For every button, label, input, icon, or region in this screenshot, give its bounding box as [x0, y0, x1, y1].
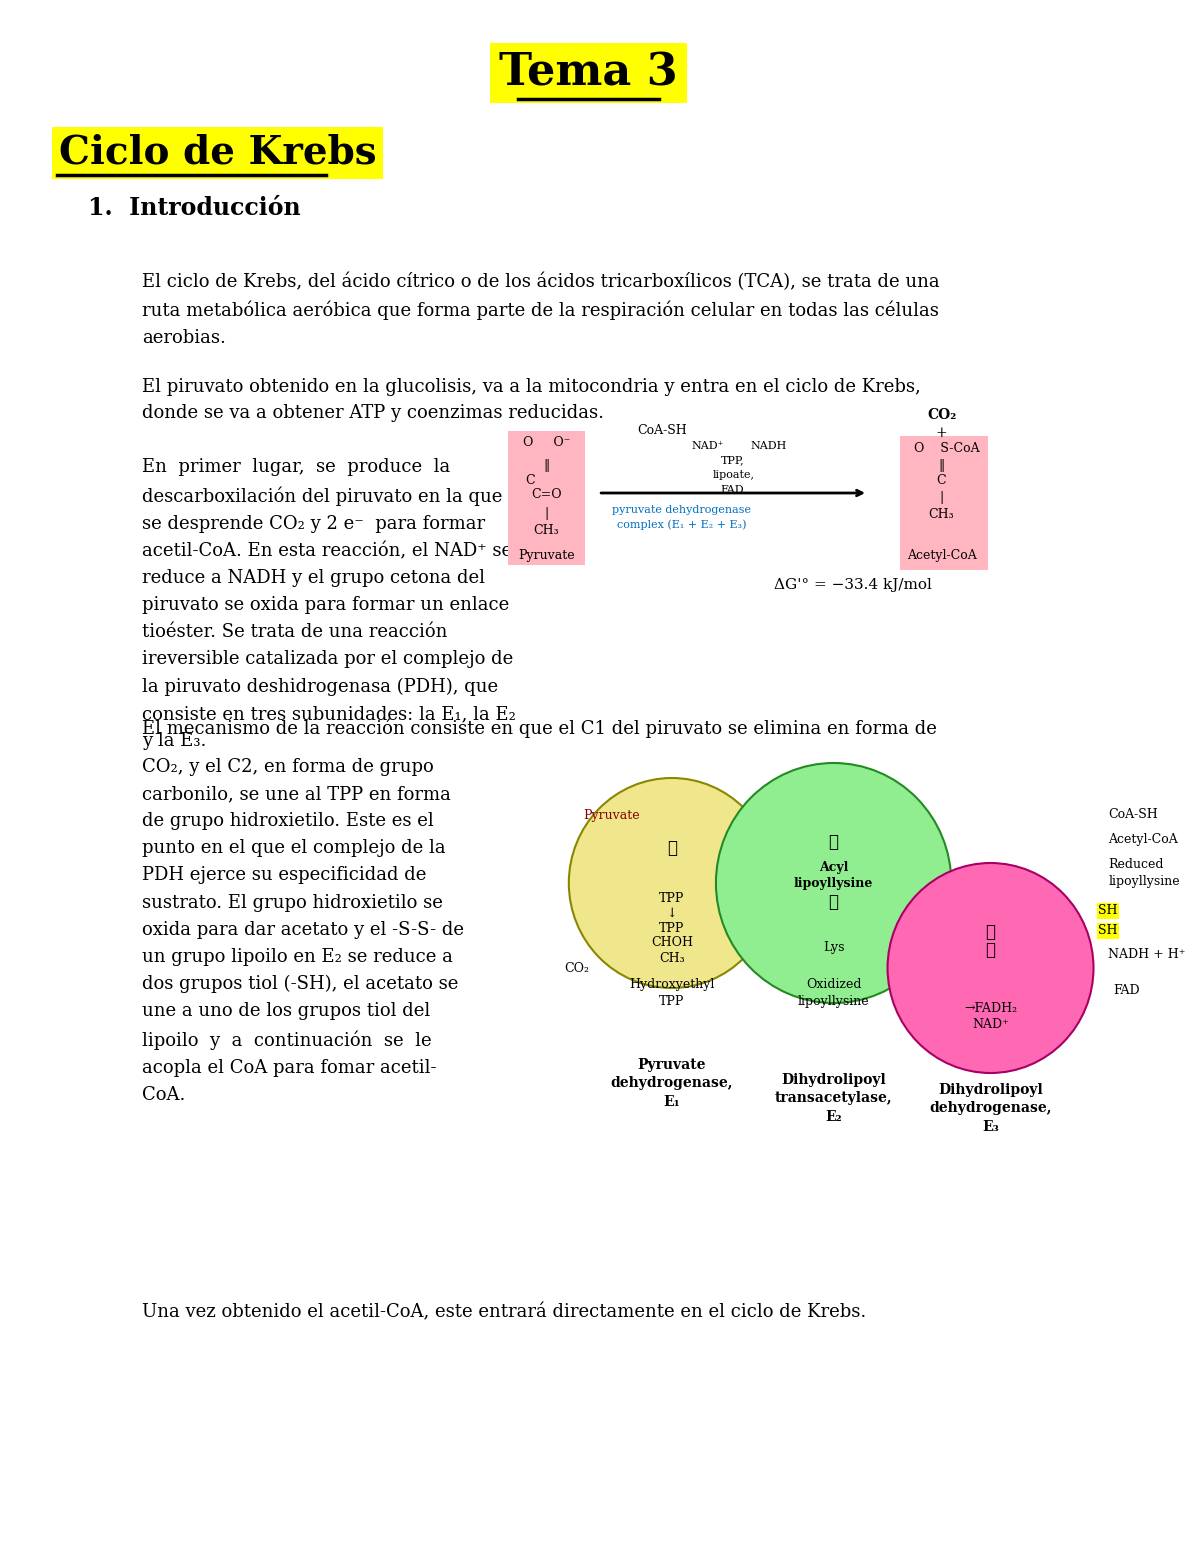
Text: NAD⁺: NAD⁺ — [972, 1019, 1009, 1031]
Text: C: C — [937, 474, 947, 486]
Text: |: | — [940, 491, 943, 505]
Text: CH₃: CH₃ — [929, 508, 954, 522]
Text: Acetyl-CoA: Acetyl-CoA — [907, 548, 977, 562]
FancyBboxPatch shape — [508, 432, 586, 565]
Text: SH: SH — [1098, 904, 1118, 918]
Circle shape — [888, 863, 1093, 1073]
Text: FAD: FAD — [721, 485, 744, 495]
Text: TPP,: TPP, — [721, 455, 744, 464]
Text: NAD⁺: NAD⁺ — [691, 441, 724, 450]
Text: Oxidized
lipoyllysine: Oxidized lipoyllysine — [798, 978, 870, 1008]
Text: C=O: C=O — [530, 489, 562, 502]
Text: Acyl: Acyl — [818, 862, 848, 874]
FancyBboxPatch shape — [900, 436, 988, 570]
Text: Una vez obtenido el acetil-CoA, este entrará directamente en el ciclo de Krebs.: Una vez obtenido el acetil-CoA, este ent… — [143, 1303, 866, 1322]
Text: Dihydrolipoyl
dehydrogenase,
E₃: Dihydrolipoyl dehydrogenase, E₃ — [929, 1082, 1051, 1134]
Text: |: | — [544, 506, 548, 520]
Text: NADH + H⁺: NADH + H⁺ — [1109, 949, 1186, 961]
Text: CO₂: CO₂ — [926, 408, 956, 422]
Text: Tema 3: Tema 3 — [499, 51, 678, 95]
Text: El piruvato obtenido en la glucolisis, va a la mitocondria y entra en el ciclo d: El piruvato obtenido en la glucolisis, v… — [143, 377, 920, 422]
Text: lipoyllysine: lipoyllysine — [1109, 874, 1180, 887]
Text: +: + — [936, 426, 947, 439]
Text: NADH: NADH — [750, 441, 787, 450]
Text: CO₂, y el C2, en forma de grupo
carbonilo, se une al TPP en forma
de grupo hidro: CO₂, y el C2, en forma de grupo carbonil… — [143, 758, 464, 1104]
Text: Hydroxyethyl
TPP: Hydroxyethyl TPP — [629, 978, 714, 1008]
Text: →FADH₂: →FADH₂ — [964, 1002, 1018, 1014]
Text: ‖: ‖ — [544, 458, 550, 472]
Text: FAD: FAD — [1114, 985, 1140, 997]
Text: ①: ① — [667, 840, 677, 857]
Text: CHOH: CHOH — [650, 936, 692, 949]
Text: ⑤: ⑤ — [985, 943, 996, 960]
Text: O    S-CoA: O S-CoA — [913, 441, 979, 455]
Text: Dihydrolipoyl
transacetylase,
E₂: Dihydrolipoyl transacetylase, E₂ — [775, 1073, 893, 1124]
Text: lipoate,: lipoate, — [713, 471, 755, 480]
Text: 1.  Introducción: 1. Introducción — [89, 196, 301, 221]
Circle shape — [569, 778, 775, 988]
Text: Pyruvate: Pyruvate — [518, 548, 575, 562]
Text: CO₂: CO₂ — [564, 961, 589, 974]
Text: Pyruvate
dehydrogenase,
E₁: Pyruvate dehydrogenase, E₁ — [611, 1058, 733, 1109]
Text: CH₃: CH₃ — [534, 525, 559, 537]
Text: Lys: Lys — [823, 941, 845, 955]
Text: O     O⁻: O O⁻ — [522, 436, 570, 449]
Text: complex (E₁ + E₂ + E₃): complex (E₁ + E₂ + E₃) — [617, 520, 746, 530]
Text: CH₃: CH₃ — [659, 952, 685, 964]
Text: Acetyl-CoA: Acetyl-CoA — [1109, 834, 1178, 846]
Text: En  primer  lugar,  se  produce  la
descarboxilación del piruvato en la que
se d: En primer lugar, se produce la descarbox… — [143, 458, 516, 750]
Text: lipoyllysine: lipoyllysine — [794, 876, 874, 890]
Text: Reduced: Reduced — [1109, 859, 1164, 871]
Text: CoA-SH: CoA-SH — [637, 424, 688, 436]
Text: El mecanismo de la reacción consiste en que el C1 del piruvato se elimina en for: El mecanismo de la reacción consiste en … — [143, 717, 937, 738]
Text: El ciclo de Krebs, del ácido cítrico o de los ácidos tricarboxílicos (TCA), se t: El ciclo de Krebs, del ácido cítrico o d… — [143, 273, 940, 346]
Circle shape — [716, 763, 952, 1003]
Text: ③: ③ — [829, 895, 839, 912]
Text: TPP: TPP — [659, 891, 684, 904]
Text: ④: ④ — [985, 924, 996, 941]
Text: CoA-SH: CoA-SH — [1109, 809, 1158, 822]
Text: SH: SH — [1098, 924, 1118, 938]
Text: ②: ② — [829, 834, 839, 851]
Text: ΔG'° = −33.4 kJ/mol: ΔG'° = −33.4 kJ/mol — [774, 578, 932, 592]
Text: pyruvate dehydrogenase: pyruvate dehydrogenase — [612, 505, 751, 516]
Text: ↓: ↓ — [666, 907, 677, 919]
Text: ‖: ‖ — [938, 458, 944, 472]
Text: C: C — [524, 474, 534, 486]
Text: Ciclo de Krebs: Ciclo de Krebs — [59, 134, 377, 172]
Text: Pyruvate: Pyruvate — [583, 809, 640, 822]
Text: TPP: TPP — [659, 921, 684, 935]
